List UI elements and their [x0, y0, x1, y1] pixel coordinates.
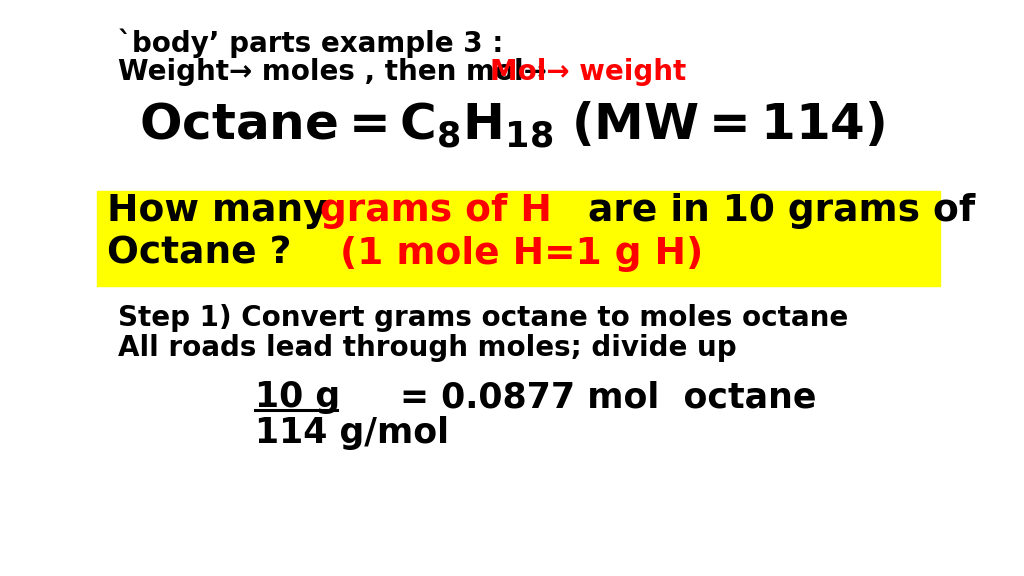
Text: 10 g: 10 g — [255, 380, 340, 414]
Text: = 0.0877 mol  octane: = 0.0877 mol octane — [400, 380, 816, 414]
Text: grams of H: grams of H — [319, 193, 552, 229]
Text: `body’ parts example 3 :: `body’ parts example 3 : — [118, 28, 504, 58]
Text: Step 1) Convert grams octane to moles octane: Step 1) Convert grams octane to moles oc… — [118, 304, 848, 332]
FancyBboxPatch shape — [97, 191, 940, 286]
Text: Mol→ weight: Mol→ weight — [490, 58, 686, 86]
Text: (1 mole H=1 g H): (1 mole H=1 g H) — [340, 236, 703, 272]
Text: Octane ?: Octane ? — [106, 236, 317, 272]
Text: are in 10 grams of: are in 10 grams of — [575, 193, 975, 229]
Text: 114 g/mol: 114 g/mol — [255, 416, 449, 450]
Text: $\mathbf{Octane = C_8H_{18}\ (MW=114)}$: $\mathbf{Octane = C_8H_{18}\ (MW=114)}$ — [139, 100, 885, 150]
Text: Weight→ moles , then mol→: Weight→ moles , then mol→ — [118, 58, 556, 86]
Text: All roads lead through moles; divide up: All roads lead through moles; divide up — [118, 334, 736, 362]
Text: How many: How many — [106, 193, 341, 229]
